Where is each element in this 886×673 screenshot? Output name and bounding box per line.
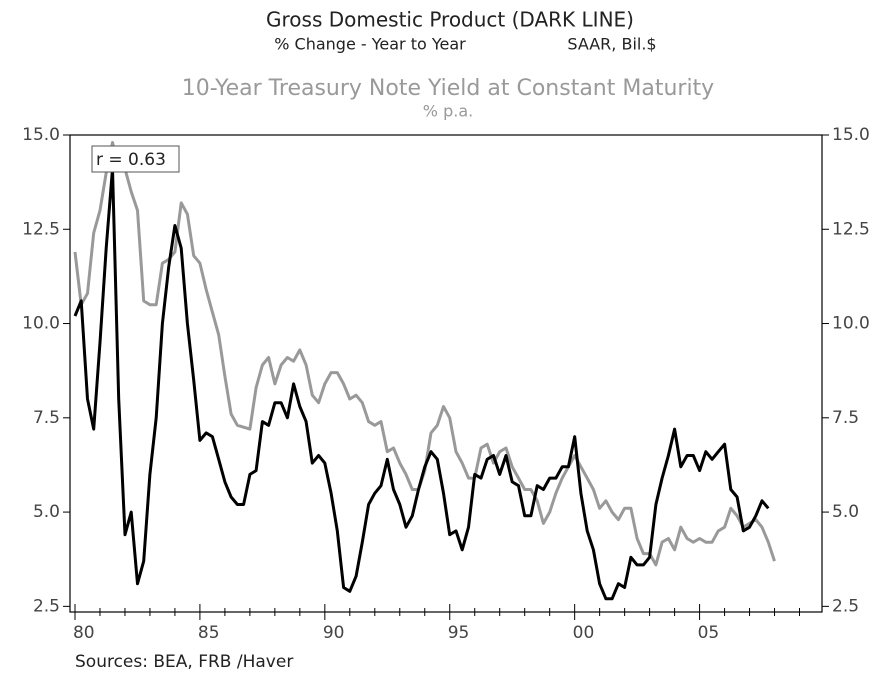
plot-frame	[69, 134, 823, 613]
units: SAAR, Bil.$	[567, 35, 656, 54]
x-tick-label: 05	[698, 623, 720, 643]
y2-tick-label: 15.0	[832, 125, 870, 145]
chart-title-2: 10-Year Treasury Note Yield at Constant …	[182, 76, 714, 101]
y-tick-label: 7.5	[33, 408, 60, 428]
x-tick-label: 90	[323, 623, 345, 643]
y2-tick-label: 10.0	[832, 314, 870, 334]
x-tick-label: 00	[573, 623, 595, 643]
chart-title: Gross Domestic Product (DARK LINE)	[266, 8, 634, 32]
y2-tick-label: 5.0	[832, 502, 859, 522]
chart-subtitle: % Change - Year to Year	[274, 35, 466, 54]
y-tick-label: 2.5	[33, 596, 60, 616]
source: Sources: BEA, FRB /Haver	[75, 652, 293, 672]
y-tick-label: 15.0	[22, 125, 60, 145]
annotation: r = 0.63	[96, 150, 166, 170]
x-tick-label: 85	[198, 623, 220, 643]
series-line	[73, 141, 776, 567]
y-tick-label: 5.0	[33, 502, 60, 522]
x-tick-label: 80	[73, 623, 95, 643]
y2-tick-label: 2.5	[832, 596, 859, 616]
y2-tick-label: 7.5	[832, 408, 859, 428]
y2-tick-label: 12.5	[832, 219, 870, 239]
series-line	[73, 167, 770, 601]
x-tick-label: 95	[448, 623, 470, 643]
annotation-box	[91, 145, 180, 173]
y-tick-label: 10.0	[22, 314, 60, 334]
y-tick-label: 12.5	[22, 219, 60, 239]
chart-subtitle-2: % p.a.	[423, 102, 473, 121]
